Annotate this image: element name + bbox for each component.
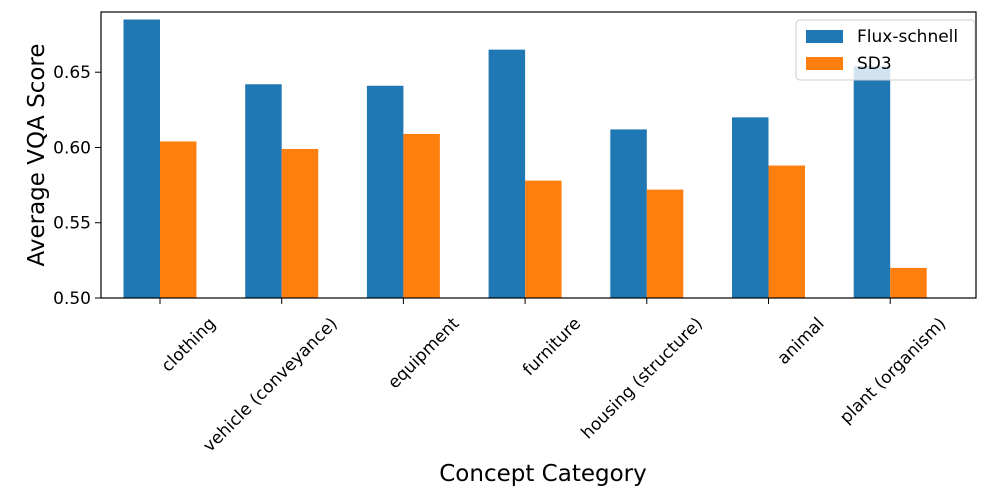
y-axis-label: Average VQA Score [24, 43, 50, 266]
bar-flux-schnell-plant-organism [853, 66, 891, 298]
bar-flux-schnell-equipment [366, 85, 404, 298]
x-tick-label: furniture [519, 314, 585, 380]
x-tick-label: equipment [384, 314, 463, 393]
bar-sd3-housing-structure [646, 189, 684, 298]
legend-label-flux-schnell: Flux-schnell [857, 27, 958, 47]
bars-layer [123, 19, 927, 299]
bar-flux-schnell-animal [732, 117, 769, 299]
x-axis-label: Concept Category [439, 461, 647, 487]
bar-sd3-clothing [160, 141, 197, 298]
x-tick-label: housing (structure) [577, 314, 706, 443]
y-tick-label: 0.60 [53, 138, 91, 158]
bar-sd3-furniture [525, 180, 562, 298]
bar-sd3-animal [768, 165, 805, 298]
legend-label-sd3: SD3 [857, 54, 892, 74]
y-tick-label: 0.50 [53, 289, 91, 309]
x-tick-label: plant (organism) [836, 314, 950, 428]
legend-swatch-sd3 [806, 57, 843, 70]
x-tick-label: clothing [158, 314, 220, 376]
bar-sd3-plant-organism [890, 267, 927, 298]
y-tick-label: 0.55 [53, 214, 91, 234]
x-tick-label: vehicle (conveyance) [199, 314, 341, 456]
y-tick-label: 0.65 [53, 63, 91, 83]
legend: Flux-schnell SD3 [795, 19, 976, 81]
y-axis: 0.50 0.55 0.60 0.65 [53, 63, 101, 309]
bar-flux-schnell-furniture [488, 49, 526, 298]
bar-flux-schnell-clothing [123, 19, 160, 299]
bar-sd3-vehicle-conveyance [281, 148, 319, 298]
plot-frame [100, 11, 977, 299]
legend-swatch-flux-schnell [806, 30, 843, 43]
bar-flux-schnell-vehicle-conveyance [245, 84, 282, 298]
x-tick-label: animal [774, 314, 829, 369]
bar-sd3-equipment [403, 133, 440, 298]
bar-flux-schnell-housing-structure [610, 129, 647, 298]
